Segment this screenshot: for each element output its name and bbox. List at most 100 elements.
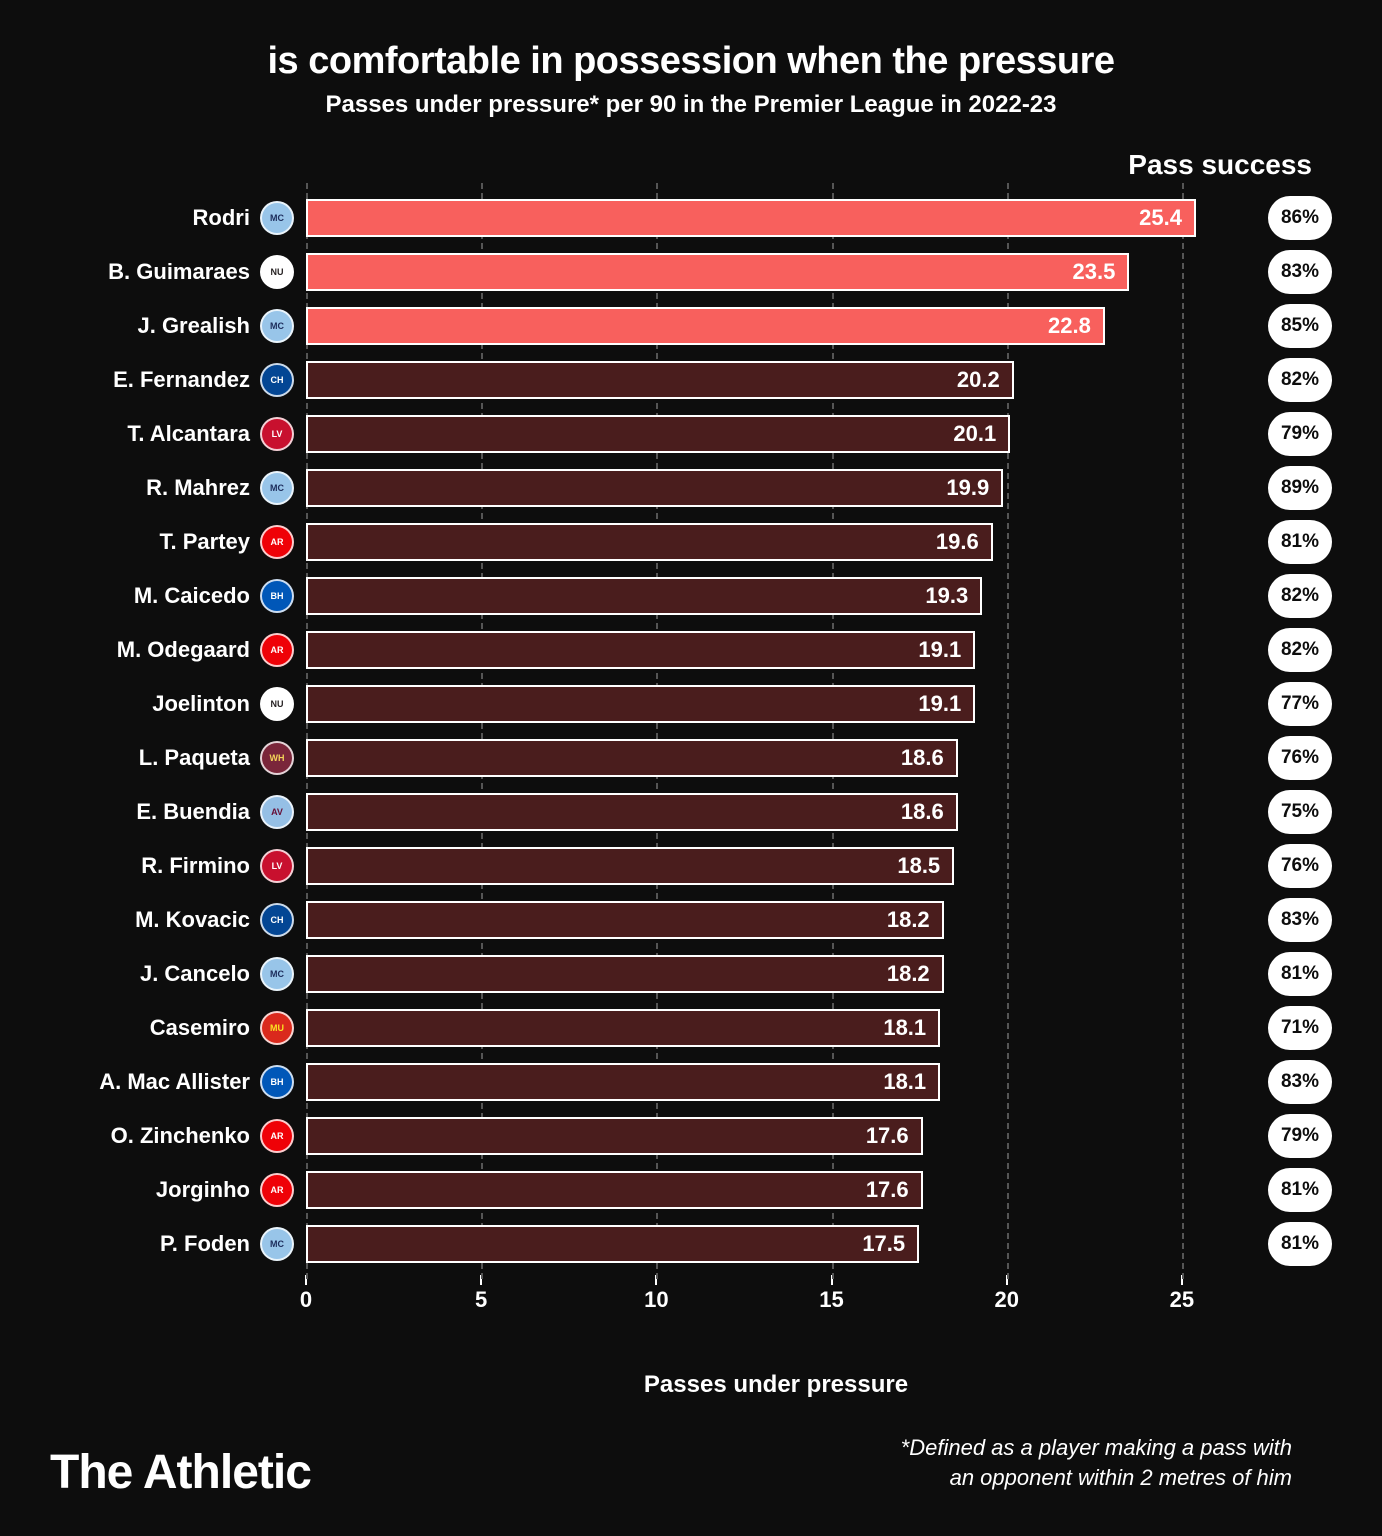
pass-success-pill: 71% [1268, 1006, 1332, 1050]
bar-track: 17.6 [306, 1117, 1252, 1155]
pass-success-pill: 85% [1268, 304, 1332, 348]
pass-success-pill: 81% [1268, 1222, 1332, 1266]
pass-success-pill: 82% [1268, 574, 1332, 618]
pass-success-pill: 79% [1268, 1114, 1332, 1158]
team-badge-icon: MC [260, 471, 294, 505]
pass-success-pill: 76% [1268, 736, 1332, 780]
x-axis-label: Passes under pressure [220, 1371, 1332, 1399]
pass-success-pill: 77% [1268, 682, 1332, 726]
pass-success-header: Pass success [50, 149, 1332, 181]
player-name: R. Mahrez [50, 475, 260, 501]
bar-track: 17.5 [306, 1225, 1252, 1263]
player-row: M. KovacicCH 18.2 83% [50, 893, 1332, 947]
x-tick-label: 5 [475, 1287, 487, 1313]
bar: 17.6 [306, 1171, 923, 1209]
player-row: R. FirminoLV18.576% [50, 839, 1332, 893]
player-name: Casemiro [50, 1015, 260, 1041]
footnote-line1: *Defined as a player making a pass with [901, 1435, 1292, 1460]
bar: 18.6 [306, 793, 958, 831]
bar-value: 22.8 [1048, 313, 1091, 339]
player-row: CasemiroMU18.171% [50, 1001, 1332, 1055]
bar-track: 18.5 [306, 847, 1252, 885]
footnote-line2: an opponent within 2 metres of him [950, 1465, 1292, 1490]
bar-value: 17.6 [866, 1177, 909, 1203]
player-row: JoelintonNU19.177% [50, 677, 1332, 731]
player-row: E. BuendiaAV18.675% [50, 785, 1332, 839]
bar-track: 19.1 [306, 685, 1252, 723]
bar-value: 19.1 [918, 637, 961, 663]
tick-mark [1181, 1275, 1183, 1285]
player-row: J. CanceloMC18.281% [50, 947, 1332, 1001]
player-row: RodriMC25.486% [50, 191, 1332, 245]
bar-track: 18.6 [306, 739, 1252, 777]
bar-value: 25.4 [1139, 205, 1182, 231]
player-row: B. GuimaraesNU23.583% [50, 245, 1332, 299]
tick-mark [1006, 1275, 1008, 1285]
team-badge-icon: BH [260, 579, 294, 613]
tick-mark [480, 1275, 482, 1285]
player-name: M. Kovacic [50, 907, 260, 933]
bar-value: 18.6 [901, 799, 944, 825]
pass-success-pill: 81% [1268, 520, 1332, 564]
bar-track: 18.1 [306, 1063, 1252, 1101]
x-tick-label: 20 [994, 1287, 1018, 1313]
bar-value: 18.6 [901, 745, 944, 771]
bar: 19.1 [306, 685, 975, 723]
brand-logo: The Athletic [50, 1445, 311, 1500]
pass-success-pill: 79% [1268, 412, 1332, 456]
player-name: J. Cancelo [50, 961, 260, 987]
player-name: E. Fernandez [50, 367, 260, 393]
bar: 19.3 [306, 577, 982, 615]
pass-success-pill: 83% [1268, 898, 1332, 942]
bar: 18.5 [306, 847, 954, 885]
bar-value: 20.2 [957, 367, 1000, 393]
team-badge-icon: CH [260, 903, 294, 937]
player-row: M. OdegaardAR19.182% [50, 623, 1332, 677]
team-badge-icon: WH [260, 741, 294, 775]
bar-value: 20.1 [953, 421, 996, 447]
team-badge-icon: NU [260, 687, 294, 721]
bar: 19.6 [306, 523, 993, 561]
bar-track: 20.1 [306, 415, 1252, 453]
x-tick-label: 10 [644, 1287, 668, 1313]
bar-value: 19.6 [936, 529, 979, 555]
bar-value: 18.1 [883, 1015, 926, 1041]
player-name: P. Foden [50, 1231, 260, 1257]
bar: 18.2 [306, 955, 944, 993]
player-name: L. Paqueta [50, 745, 260, 771]
bar-track: 22.8 [306, 307, 1252, 345]
bar: 20.1 [306, 415, 1010, 453]
bar: 18.1 [306, 1009, 940, 1047]
bar: 20.2 [306, 361, 1014, 399]
bar-track: 18.1 [306, 1009, 1252, 1047]
bar-value: 19.3 [925, 583, 968, 609]
player-name: A. Mac Allister [50, 1069, 260, 1095]
bar-track: 17.6 [306, 1171, 1252, 1209]
x-tick-label: 15 [819, 1287, 843, 1313]
pass-success-pill: 83% [1268, 250, 1332, 294]
team-badge-icon: LV [260, 849, 294, 883]
bar-track: 19.3 [306, 577, 1252, 615]
bar-track: 23.5 [306, 253, 1252, 291]
player-row: P. FodenMC17.581% [50, 1217, 1332, 1271]
bar-value: 17.6 [866, 1123, 909, 1149]
team-badge-icon: LV [260, 417, 294, 451]
bar-track: 19.9 [306, 469, 1252, 507]
pass-success-pill: 82% [1268, 358, 1332, 402]
player-row: R. MahrezMC19.989% [50, 461, 1332, 515]
bar-value: 18.2 [887, 961, 930, 987]
bar-value: 17.5 [862, 1231, 905, 1257]
team-badge-icon: MC [260, 201, 294, 235]
bar: 18.1 [306, 1063, 940, 1101]
team-badge-icon: MC [260, 309, 294, 343]
tick-mark [831, 1275, 833, 1285]
bar-track: 20.2 [306, 361, 1252, 399]
team-badge-icon: MC [260, 957, 294, 991]
team-badge-icon: CH [260, 363, 294, 397]
bar: 18.2 [306, 901, 944, 939]
player-name: T. Partey [50, 529, 260, 555]
pass-success-pill: 81% [1268, 1168, 1332, 1212]
bar-value: 19.1 [918, 691, 961, 717]
player-name: Rodri [50, 205, 260, 231]
bar-track: 19.6 [306, 523, 1252, 561]
